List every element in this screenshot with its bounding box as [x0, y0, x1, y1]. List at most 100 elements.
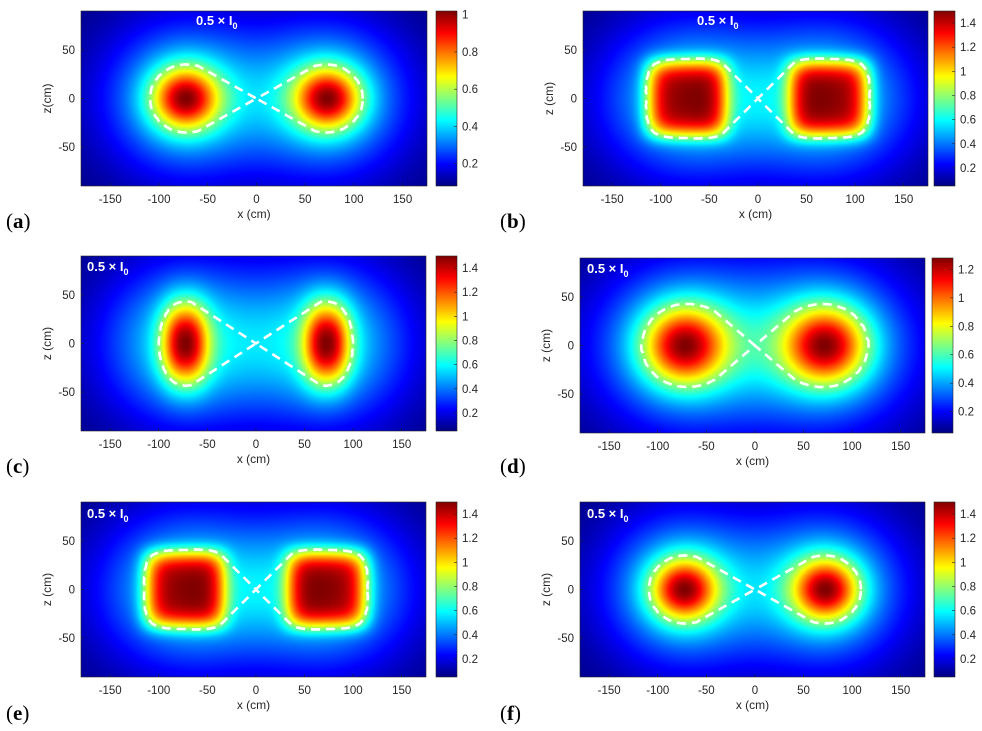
colorbar — [435, 10, 458, 187]
x-tick-label: 150 — [891, 441, 910, 453]
colorbar — [931, 257, 954, 434]
y-axis-label: z (cm) — [539, 573, 553, 606]
y-tick-label: 50 — [564, 45, 577, 57]
colorbar-tick-label: 0.4 — [462, 384, 479, 396]
y-tick-label: 0 — [568, 585, 574, 597]
panel-letter: c — [13, 454, 22, 478]
half-intensity-contour — [142, 548, 370, 631]
intensity-annotation: 0.5 × I0 — [697, 13, 739, 31]
colorbar-tick-label: 1 — [462, 311, 468, 323]
panel-letter: b — [507, 209, 519, 233]
x-tick-label: 0 — [253, 685, 259, 697]
half-intensity-contour — [157, 299, 355, 388]
panel-label: (b) — [500, 209, 526, 233]
colorbar-tick-label: 1.2 — [958, 264, 974, 276]
x-tick-label: 150 — [891, 685, 910, 697]
colorbar-tick-label: 0.6 — [958, 350, 974, 362]
y-tick-label: 50 — [561, 536, 574, 548]
x-axis-label: x (cm) — [736, 454, 769, 468]
half-intensity-contour — [639, 302, 870, 389]
y-tick-label: 0 — [69, 94, 75, 106]
colorbar-tick-label: 0.2 — [462, 654, 478, 666]
panel-letter: a — [13, 209, 24, 233]
x-tick-label: 100 — [846, 194, 865, 206]
x-tick-label: 50 — [298, 439, 311, 451]
x-tick-label: -150 — [598, 685, 621, 697]
y-axis-label: z (cm) — [40, 327, 54, 360]
x-tick-label: 0 — [752, 685, 758, 697]
colorbar-tick-label: 0.2 — [960, 163, 976, 175]
colorbar-tick-label: 0.6 — [960, 115, 976, 127]
x-tick-label: -100 — [646, 685, 669, 697]
intensity-annotation: 0.5 × I0 — [587, 506, 629, 524]
x-tick-label: 150 — [392, 685, 411, 697]
x-tick-label: 0 — [752, 441, 758, 453]
colorbar-tick-label: 1.2 — [960, 42, 976, 54]
x-axis-label: x (cm) — [237, 207, 270, 221]
x-tick-label: 100 — [344, 194, 363, 206]
colorbar-tick-label: 0.6 — [462, 606, 478, 618]
x-tick-label: 100 — [344, 685, 363, 697]
colorbar-tick-label: 1.4 — [462, 263, 479, 275]
y-axis-label: z (cm) — [542, 82, 556, 115]
x-tick-label: 50 — [797, 441, 810, 453]
x-tick-label: 50 — [800, 194, 813, 206]
colorbar-tick-label: 0.2 — [462, 159, 478, 171]
panel-label: (d) — [500, 454, 526, 478]
y-tick-label: 50 — [62, 536, 75, 548]
x-tick-label: -50 — [701, 194, 718, 206]
x-tick-label: -150 — [598, 441, 621, 453]
half-intensity-contour — [647, 554, 863, 625]
colorbar-tick-label: 0.6 — [462, 360, 478, 372]
x-tick-label: -50 — [199, 685, 216, 697]
colorbar-tick-label: 0.8 — [958, 321, 974, 333]
panel-a: -150 -100 -50 0 50 100 150 50 0 -50 x (cm) z(cm) 0.5… — [6, 10, 479, 233]
panel-label: (a) — [6, 209, 31, 233]
x-tick-label: 100 — [843, 441, 862, 453]
y-axis-label: z (cm) — [40, 573, 54, 606]
colorbar-tick-label: 1.2 — [462, 533, 478, 545]
half-intensity-contour — [644, 57, 872, 140]
y-tick-label: -50 — [58, 142, 75, 154]
x-tick-label: -100 — [147, 194, 170, 206]
x-axis-label: x (cm) — [237, 452, 270, 466]
annotation-subscript: 0 — [624, 514, 629, 524]
annotation-subscript: 0 — [233, 21, 238, 31]
colorbar-tick-label: 0.4 — [462, 121, 479, 133]
x-tick-label: 0 — [755, 194, 761, 206]
colorbar-tick-label: 0.8 — [960, 581, 976, 593]
annotation-subscript: 0 — [624, 269, 629, 279]
colorbar-tick-label: 0.4 — [462, 630, 479, 642]
x-tick-label: -150 — [99, 194, 122, 206]
panel-letter: d — [507, 454, 519, 478]
intensity-annotation: 0.5 × I0 — [587, 261, 629, 279]
colorbar-tick-label: 1 — [960, 557, 966, 569]
y-tick-label: 50 — [561, 292, 574, 304]
y-tick-label: 0 — [69, 585, 75, 597]
colorbar-tick-label: 0.2 — [958, 407, 974, 419]
x-tick-label: 100 — [843, 685, 862, 697]
x-tick-label: 0 — [253, 194, 259, 206]
y-tick-label: 50 — [62, 290, 75, 302]
panel-label: (c) — [6, 454, 29, 478]
x-axis-label: x (cm) — [736, 698, 769, 712]
colorbar — [933, 10, 956, 187]
x-tick-label: -50 — [698, 441, 715, 453]
colorbar-tick-label: 0.8 — [462, 581, 478, 593]
panel-b: -150 -100 -50 0 50 100 150 50 0 -50 x (cm) z (cm) 0.… — [500, 10, 977, 233]
colorbar-tick-label: 1.4 — [462, 509, 479, 521]
colorbar-tick-label: 0.2 — [960, 654, 976, 666]
panel-d: -150 -100 -50 0 50 100 150 50 0 -50 x (cm) z (cm) 0.… — [500, 257, 975, 478]
y-tick-label: 0 — [568, 341, 574, 353]
annotation-subscript: 0 — [124, 514, 129, 524]
colorbar-tick-label: 1.4 — [960, 18, 977, 30]
x-tick-label: 50 — [797, 685, 810, 697]
panel-label: (f) — [500, 701, 521, 725]
y-tick-label: 50 — [62, 45, 75, 57]
intensity-annotation: 0.5 × I0 — [87, 259, 129, 277]
intensity-annotation: 0.5 × I0 — [87, 506, 129, 524]
y-tick-label: -50 — [58, 633, 75, 645]
x-tick-label: 50 — [298, 685, 311, 697]
x-tick-label: 0 — [253, 439, 259, 451]
